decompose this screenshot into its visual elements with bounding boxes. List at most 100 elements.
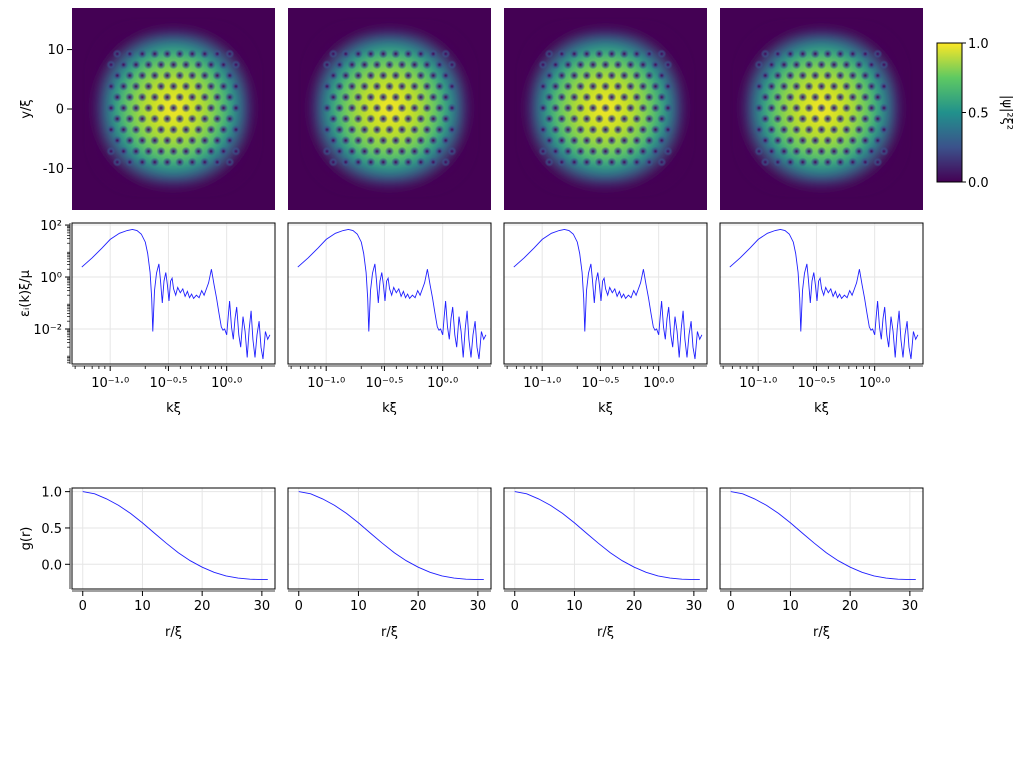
- vortex-core: [391, 135, 401, 146]
- colorbar-tick-label: 1.0: [968, 37, 989, 52]
- vortex-core: [397, 81, 407, 91]
- vortex-core: [754, 146, 764, 156]
- vortex-core: [829, 125, 839, 135]
- vortex-core: [218, 81, 229, 91]
- vortex-core: [366, 157, 376, 167]
- plot-frame: [287, 222, 492, 365]
- vortex-core: [582, 114, 592, 124]
- plot-frame: [719, 487, 924, 590]
- x-tick-label: 10⁻⁰·⁵: [581, 376, 619, 391]
- vortex-core: [588, 60, 598, 70]
- vortex-core: [112, 92, 122, 102]
- vortex-core: [823, 49, 833, 59]
- x-tick-label: 0: [295, 599, 303, 614]
- vortex-core: [632, 157, 642, 167]
- vortex-core: [181, 146, 191, 156]
- vortex-core: [873, 70, 883, 81]
- vortex-core: [391, 49, 401, 59]
- vortex-core: [816, 146, 827, 156]
- plot-frame: [71, 222, 276, 365]
- y-axis-label: g(r): [19, 527, 34, 551]
- vortex-core: [619, 114, 629, 124]
- vortex-core: [779, 60, 789, 70]
- vortex-core: [829, 81, 839, 91]
- x-tick-label: 30: [254, 599, 271, 614]
- vortex-core: [798, 70, 808, 81]
- y-axis-label: εᵢ(k)ξ/μ: [18, 270, 33, 317]
- vortex-core: [200, 92, 210, 102]
- x-tick-label: 20: [194, 599, 211, 614]
- vortex-core: [212, 157, 222, 167]
- vortex-core: [187, 92, 197, 102]
- vortex-core: [619, 70, 629, 81]
- vortex-core: [600, 125, 611, 135]
- vortex-core: [391, 114, 401, 124]
- vortex-core: [168, 60, 179, 70]
- vortex-core: [607, 92, 617, 102]
- vortex-core: [550, 103, 561, 113]
- vortex-core: [403, 114, 413, 124]
- vortex-core: [644, 49, 654, 59]
- vortex-core: [791, 60, 802, 70]
- vortex-core: [835, 70, 845, 81]
- spectrum-panel-1: 10⁻¹·⁰ 10⁻⁰·⁵ 10⁰·⁰ kξ 10² 10⁰ 10⁻²εᵢ(k)ξ/μ: [18, 219, 276, 416]
- vortex-core: [873, 135, 883, 146]
- vortex-core: [594, 114, 604, 124]
- vortex-core: [200, 70, 210, 81]
- vortex-core: [441, 157, 451, 167]
- vortex-core: [372, 103, 382, 113]
- vortex-core: [328, 157, 338, 167]
- vortex-core: [538, 60, 548, 70]
- vortex-core: [428, 114, 438, 124]
- vortex-core: [873, 49, 883, 59]
- y-axis-label: y/ξ: [19, 99, 34, 118]
- vortex-core: [416, 114, 426, 124]
- correlation-line: [298, 491, 484, 581]
- y-tick-label: 1.0: [41, 486, 62, 501]
- vortex-core: [810, 70, 820, 81]
- vortex-core: [760, 49, 770, 59]
- vortex-core: [563, 81, 573, 91]
- vortex-core: [143, 146, 154, 156]
- vortex-core: [225, 114, 235, 124]
- vortex-core: [187, 135, 197, 146]
- y-tick-label: 0.5: [41, 522, 62, 537]
- plot-frame: [719, 222, 924, 365]
- vortex-core: [798, 157, 808, 167]
- vortex-core: [779, 103, 789, 113]
- vortex-core: [434, 60, 445, 70]
- vortex-core: [582, 49, 592, 59]
- vortex-core: [112, 135, 122, 146]
- vortex-core: [650, 125, 661, 135]
- vortex-core: [125, 114, 135, 124]
- vortex-core: [150, 114, 160, 124]
- vortex-core: [156, 125, 166, 135]
- vortex-core: [341, 49, 351, 59]
- x-tick-label: 10⁻¹·⁰: [739, 376, 777, 391]
- vortex-core: [663, 103, 673, 113]
- vortex-core: [804, 60, 814, 70]
- vortex-core: [860, 135, 870, 146]
- vortex-core: [372, 81, 382, 91]
- vortex-core: [328, 114, 338, 124]
- vortex-core: [760, 114, 770, 124]
- vortex-core: [779, 146, 789, 156]
- vortex-core: [766, 125, 777, 135]
- vortex-core: [328, 70, 338, 81]
- vortex-core: [798, 49, 808, 59]
- vortex-core: [366, 49, 376, 59]
- y-tick-label: 10: [47, 43, 64, 58]
- vortex-core: [550, 60, 561, 70]
- y-tick-label: 0.0: [41, 558, 62, 573]
- y-tick-label: 10²: [40, 219, 62, 234]
- vortex-core: [823, 114, 833, 124]
- vortex-core: [766, 146, 777, 156]
- vortex-core: [334, 146, 345, 156]
- vortex-core: [588, 81, 598, 91]
- vortex-core: [848, 70, 858, 81]
- vortex-core: [225, 70, 235, 81]
- vortex-core: [773, 135, 783, 146]
- vortex-core: [866, 81, 877, 91]
- vortex-core: [225, 135, 235, 146]
- vortex-core: [650, 103, 661, 113]
